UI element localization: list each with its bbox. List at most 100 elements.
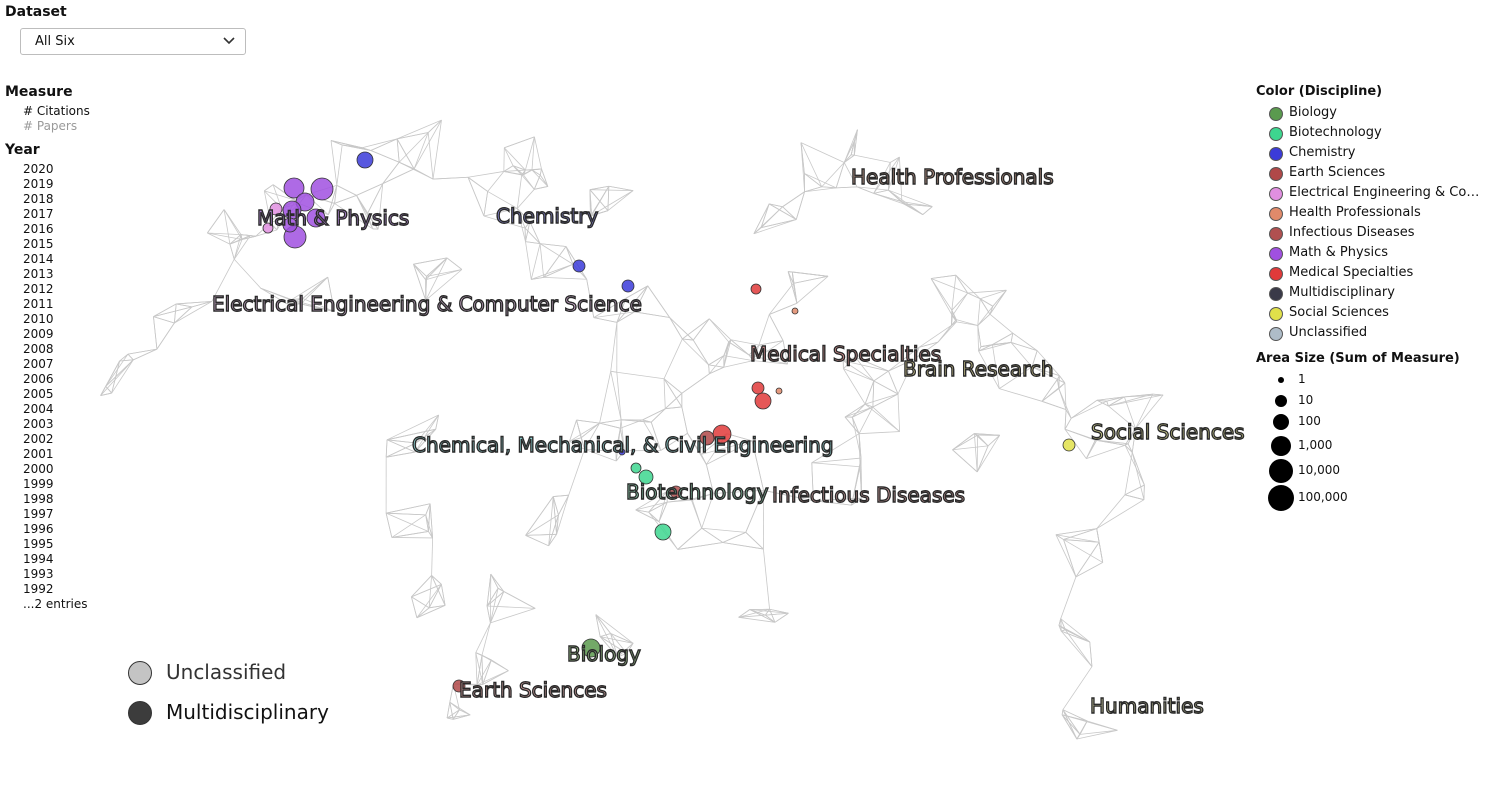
color-legend-item[interactable]: Medical Specialties	[1256, 264, 1413, 284]
dataset-select[interactable]: All Six	[20, 28, 246, 55]
map-edge	[855, 357, 875, 382]
year-more-entries[interactable]: ...2 entries	[23, 597, 88, 611]
map-edge	[1055, 534, 1077, 578]
map-node[interactable]	[310, 177, 334, 201]
map-edge	[692, 318, 710, 341]
year-item[interactable]: 1994	[23, 552, 54, 566]
year-item[interactable]: 2018	[23, 192, 54, 206]
year-item[interactable]: 1992	[23, 582, 54, 596]
map-node[interactable]	[452, 679, 466, 693]
year-item[interactable]: 2012	[23, 282, 54, 296]
map-edge	[1010, 333, 1014, 343]
color-legend-item[interactable]: Chemistry	[1256, 144, 1382, 164]
year-item[interactable]: 2004	[23, 402, 54, 416]
map-edge	[616, 372, 622, 420]
color-legend-item[interactable]: Electrical Engineering & Com...	[1256, 184, 1489, 204]
measure-option-citations[interactable]: # Citations	[23, 104, 90, 118]
map-edge	[748, 344, 760, 356]
year-item[interactable]: 2000	[23, 462, 54, 476]
map-node[interactable]	[754, 392, 772, 410]
map-node[interactable]	[638, 469, 654, 485]
year-item[interactable]: 1999	[23, 477, 54, 491]
year-item[interactable]: 2015	[23, 237, 54, 251]
map-edge	[888, 189, 933, 207]
map-edge	[386, 512, 426, 516]
map-edge	[854, 154, 891, 163]
map-edge	[1061, 630, 1090, 643]
map-edge	[974, 433, 1000, 436]
color-legend-item[interactable]: Multidisciplinary	[1256, 284, 1395, 304]
color-legend-item[interactable]: Social Sciences	[1256, 304, 1389, 324]
map-edge	[691, 493, 714, 500]
year-item[interactable]: 2014	[23, 252, 54, 266]
year-item[interactable]: 1997	[23, 507, 54, 521]
color-legend-item[interactable]: Health Professionals	[1256, 204, 1421, 224]
map-node[interactable]	[262, 222, 274, 234]
color-legend-label: Social Sciences	[1289, 305, 1389, 320]
color-legend-item[interactable]: Unclassified	[1256, 324, 1382, 344]
year-item[interactable]: 2013	[23, 267, 54, 281]
map-edge	[765, 612, 789, 616]
color-swatch	[1269, 287, 1283, 301]
map-node[interactable]	[572, 259, 586, 273]
map-node[interactable]	[269, 202, 283, 216]
map-node[interactable]	[699, 430, 715, 446]
map-edge	[1123, 396, 1136, 429]
map-region-label: Math & Physics	[257, 206, 409, 230]
color-legend-item[interactable]: Infectious Diseases	[1256, 224, 1415, 244]
map-edge	[589, 189, 591, 217]
map-edge	[386, 439, 417, 444]
map-node[interactable]	[581, 638, 601, 658]
map-edge	[843, 368, 866, 405]
map-edge	[263, 190, 271, 223]
year-item[interactable]: 1995	[23, 537, 54, 551]
year-item[interactable]: 2020	[23, 162, 54, 176]
map-edge	[930, 278, 953, 316]
map-edge	[504, 136, 535, 149]
measure-option-papers[interactable]: # Papers	[23, 119, 78, 133]
map-node[interactable]	[750, 283, 762, 295]
map-node[interactable]	[356, 151, 374, 169]
color-legend-item[interactable]: Earth Sciences	[1256, 164, 1385, 184]
map-node[interactable]	[775, 387, 783, 395]
map-node[interactable]	[751, 381, 765, 395]
map-node[interactable]	[306, 208, 326, 228]
year-item[interactable]: 2006	[23, 372, 54, 386]
year-item[interactable]: 2009	[23, 327, 54, 341]
map-node[interactable]	[1062, 438, 1076, 452]
map-edge	[330, 140, 363, 149]
year-item[interactable]: 2010	[23, 312, 54, 326]
color-legend-item[interactable]: Biology	[1256, 104, 1382, 124]
map-edge	[483, 191, 489, 217]
year-item[interactable]: 2003	[23, 417, 54, 431]
map-node[interactable]	[283, 177, 305, 199]
year-item[interactable]: 2007	[23, 357, 54, 371]
year-item[interactable]: 2011	[23, 297, 54, 311]
year-item[interactable]: 2016	[23, 222, 54, 236]
map-node[interactable]	[621, 279, 635, 293]
year-item[interactable]: 2002	[23, 432, 54, 446]
map-edge	[584, 448, 617, 462]
map-node[interactable]	[791, 307, 799, 315]
year-item[interactable]: 2019	[23, 177, 54, 191]
map-edge	[664, 393, 683, 409]
year-item[interactable]: 1996	[23, 522, 54, 536]
map-node[interactable]	[618, 448, 626, 456]
color-legend-item[interactable]: Biotechnology	[1256, 124, 1382, 144]
map-node[interactable]	[654, 523, 672, 541]
year-item[interactable]: 2017	[23, 207, 54, 221]
year-item[interactable]: 1998	[23, 492, 54, 506]
map-edge	[858, 406, 874, 434]
year-item[interactable]: 2005	[23, 387, 54, 401]
map-node[interactable]	[669, 485, 683, 499]
map-node[interactable]	[282, 217, 298, 233]
map-edge	[701, 527, 746, 533]
map-node[interactable]	[630, 462, 642, 474]
year-item[interactable]: 2001	[23, 447, 54, 461]
map-edge	[1096, 528, 1104, 563]
color-legend-item[interactable]: Math & Physics	[1256, 244, 1388, 264]
year-item[interactable]: 1993	[23, 567, 54, 581]
map-edge	[595, 614, 611, 634]
year-item[interactable]: 2008	[23, 342, 54, 356]
